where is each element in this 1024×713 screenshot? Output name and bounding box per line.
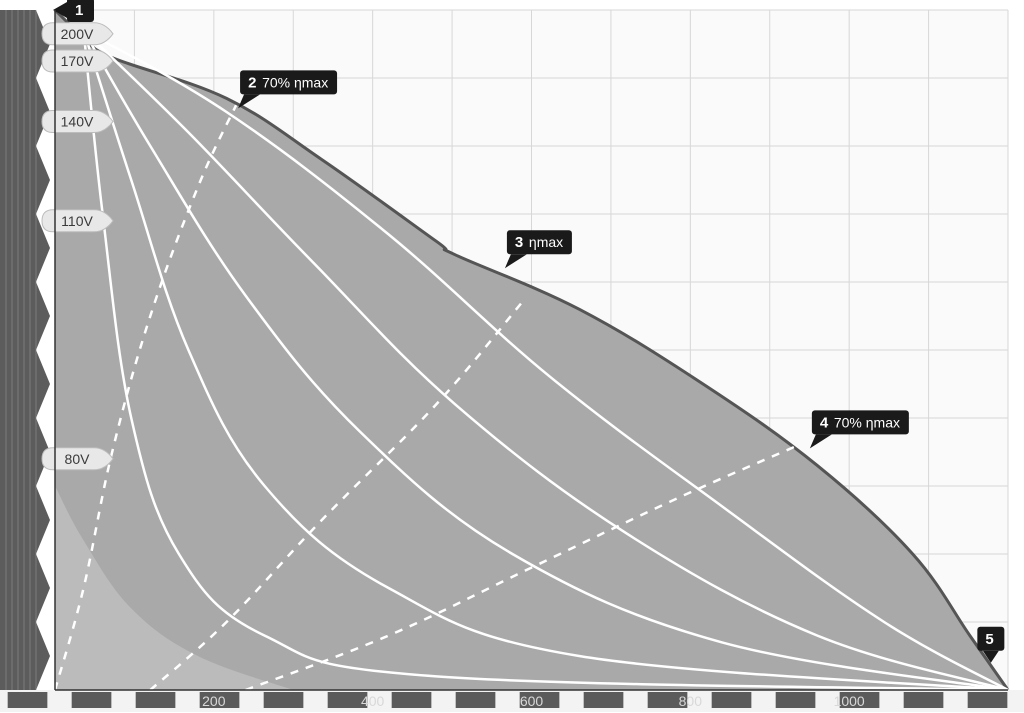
voltage-label: 200V	[61, 26, 94, 42]
x-tick-label: 200	[202, 693, 226, 709]
marker-number: 3	[515, 234, 523, 251]
marker-label: ηmax	[529, 234, 563, 250]
voltage-label: 80V	[65, 451, 91, 467]
performance-curve-chart: 200 400 600 800 1000 200V 170V 140V 110V 80V 1 2 70%…	[0, 0, 1024, 713]
x-tick-label: 600	[520, 693, 544, 709]
voltage-label: 140V	[61, 114, 94, 130]
chart-svg: 200 400 600 800 1000 200V 170V 140V 110V 80V 1 2 70%…	[0, 0, 1024, 713]
marker-number: 4	[820, 414, 829, 431]
x-tick-label: 1000	[834, 693, 865, 709]
voltage-label: 110V	[61, 213, 93, 229]
voltage-label: 170V	[61, 53, 94, 69]
marker-number: 2	[248, 74, 256, 91]
marker-label: 70% ηmax	[834, 414, 900, 430]
x-tick-label: 400	[361, 693, 385, 709]
marker-label: 70% ηmax	[262, 74, 328, 90]
x-tick-label: 800	[679, 693, 703, 709]
marker-number: 1	[75, 2, 83, 19]
marker-number: 5	[985, 631, 993, 648]
